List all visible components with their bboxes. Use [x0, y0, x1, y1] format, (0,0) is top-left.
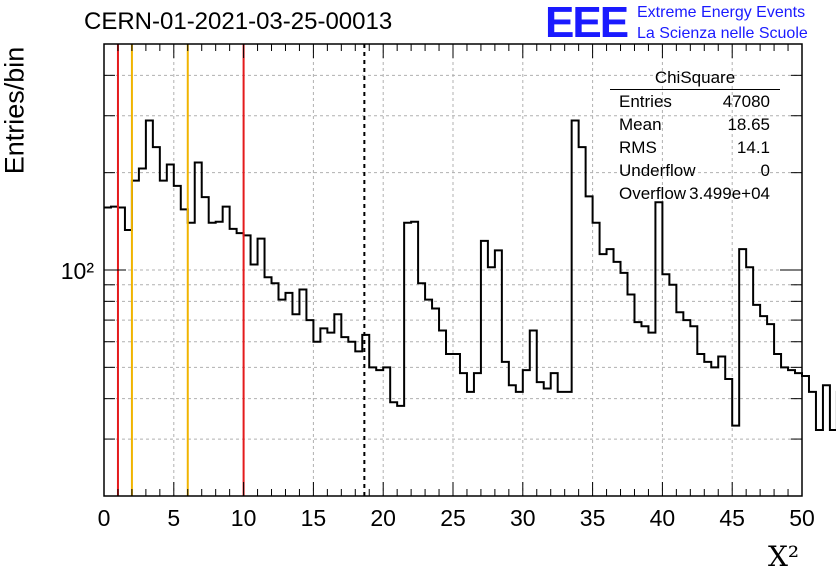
x-tick-label: 50: [789, 505, 815, 531]
stats-title: ChiSquare: [610, 68, 780, 90]
chart-title: CERN-01-2021-03-25-00013: [84, 8, 393, 35]
x-tick-label: 35: [580, 505, 606, 531]
logo-subtitle-1: Extreme Energy Events: [637, 4, 806, 21]
x-tick-label: 30: [510, 505, 536, 531]
x-tick-label: 0: [98, 505, 111, 531]
stat-row: Mean 18.65: [610, 113, 780, 136]
stats-box: ChiSquare Entries 47080 Mean 18.65 RMS 14.1…: [610, 68, 780, 205]
x-tick-label: 45: [719, 505, 745, 531]
stat-key: Overflow: [619, 184, 687, 203]
eee-logo: EEE: [545, 0, 629, 47]
stat-value: 3.499e+04: [689, 184, 770, 203]
stat-key: Mean: [619, 115, 662, 134]
x-tick-label: 10: [231, 505, 257, 531]
y-tick-label: 10²: [61, 258, 95, 284]
x-tick-label: 40: [650, 505, 676, 531]
stat-key: Entries: [619, 92, 672, 111]
stat-value: 47080: [722, 92, 770, 111]
stat-row: Underflow 0: [610, 159, 780, 182]
x-tick-label: 20: [370, 505, 396, 531]
axes: 0 5 10 15 20 25 30 35 40 45 50 10²: [61, 43, 815, 531]
y-axis-label: Entries/bin: [0, 46, 30, 175]
stat-row: Overflow 3.499e+04: [610, 182, 780, 205]
x-tick-label: 25: [440, 505, 466, 531]
x-tick-label: 5: [167, 505, 180, 531]
stat-key: Underflow: [619, 161, 696, 180]
histogram-line: [104, 119, 836, 432]
stat-row: Entries 47080: [610, 90, 780, 113]
histogram-series: [104, 119, 836, 432]
stat-value: 0: [760, 161, 770, 180]
logo-subtitle-2: La Scienza nelle Scuole: [637, 25, 808, 42]
x-axis-label: X²: [768, 540, 800, 573]
stat-row: RMS 14.1: [610, 136, 780, 159]
x-tick-label: 15: [301, 505, 327, 531]
stat-value: 18.65: [727, 115, 770, 134]
stat-key: RMS: [619, 138, 657, 157]
stat-value: 14.1: [736, 138, 770, 157]
